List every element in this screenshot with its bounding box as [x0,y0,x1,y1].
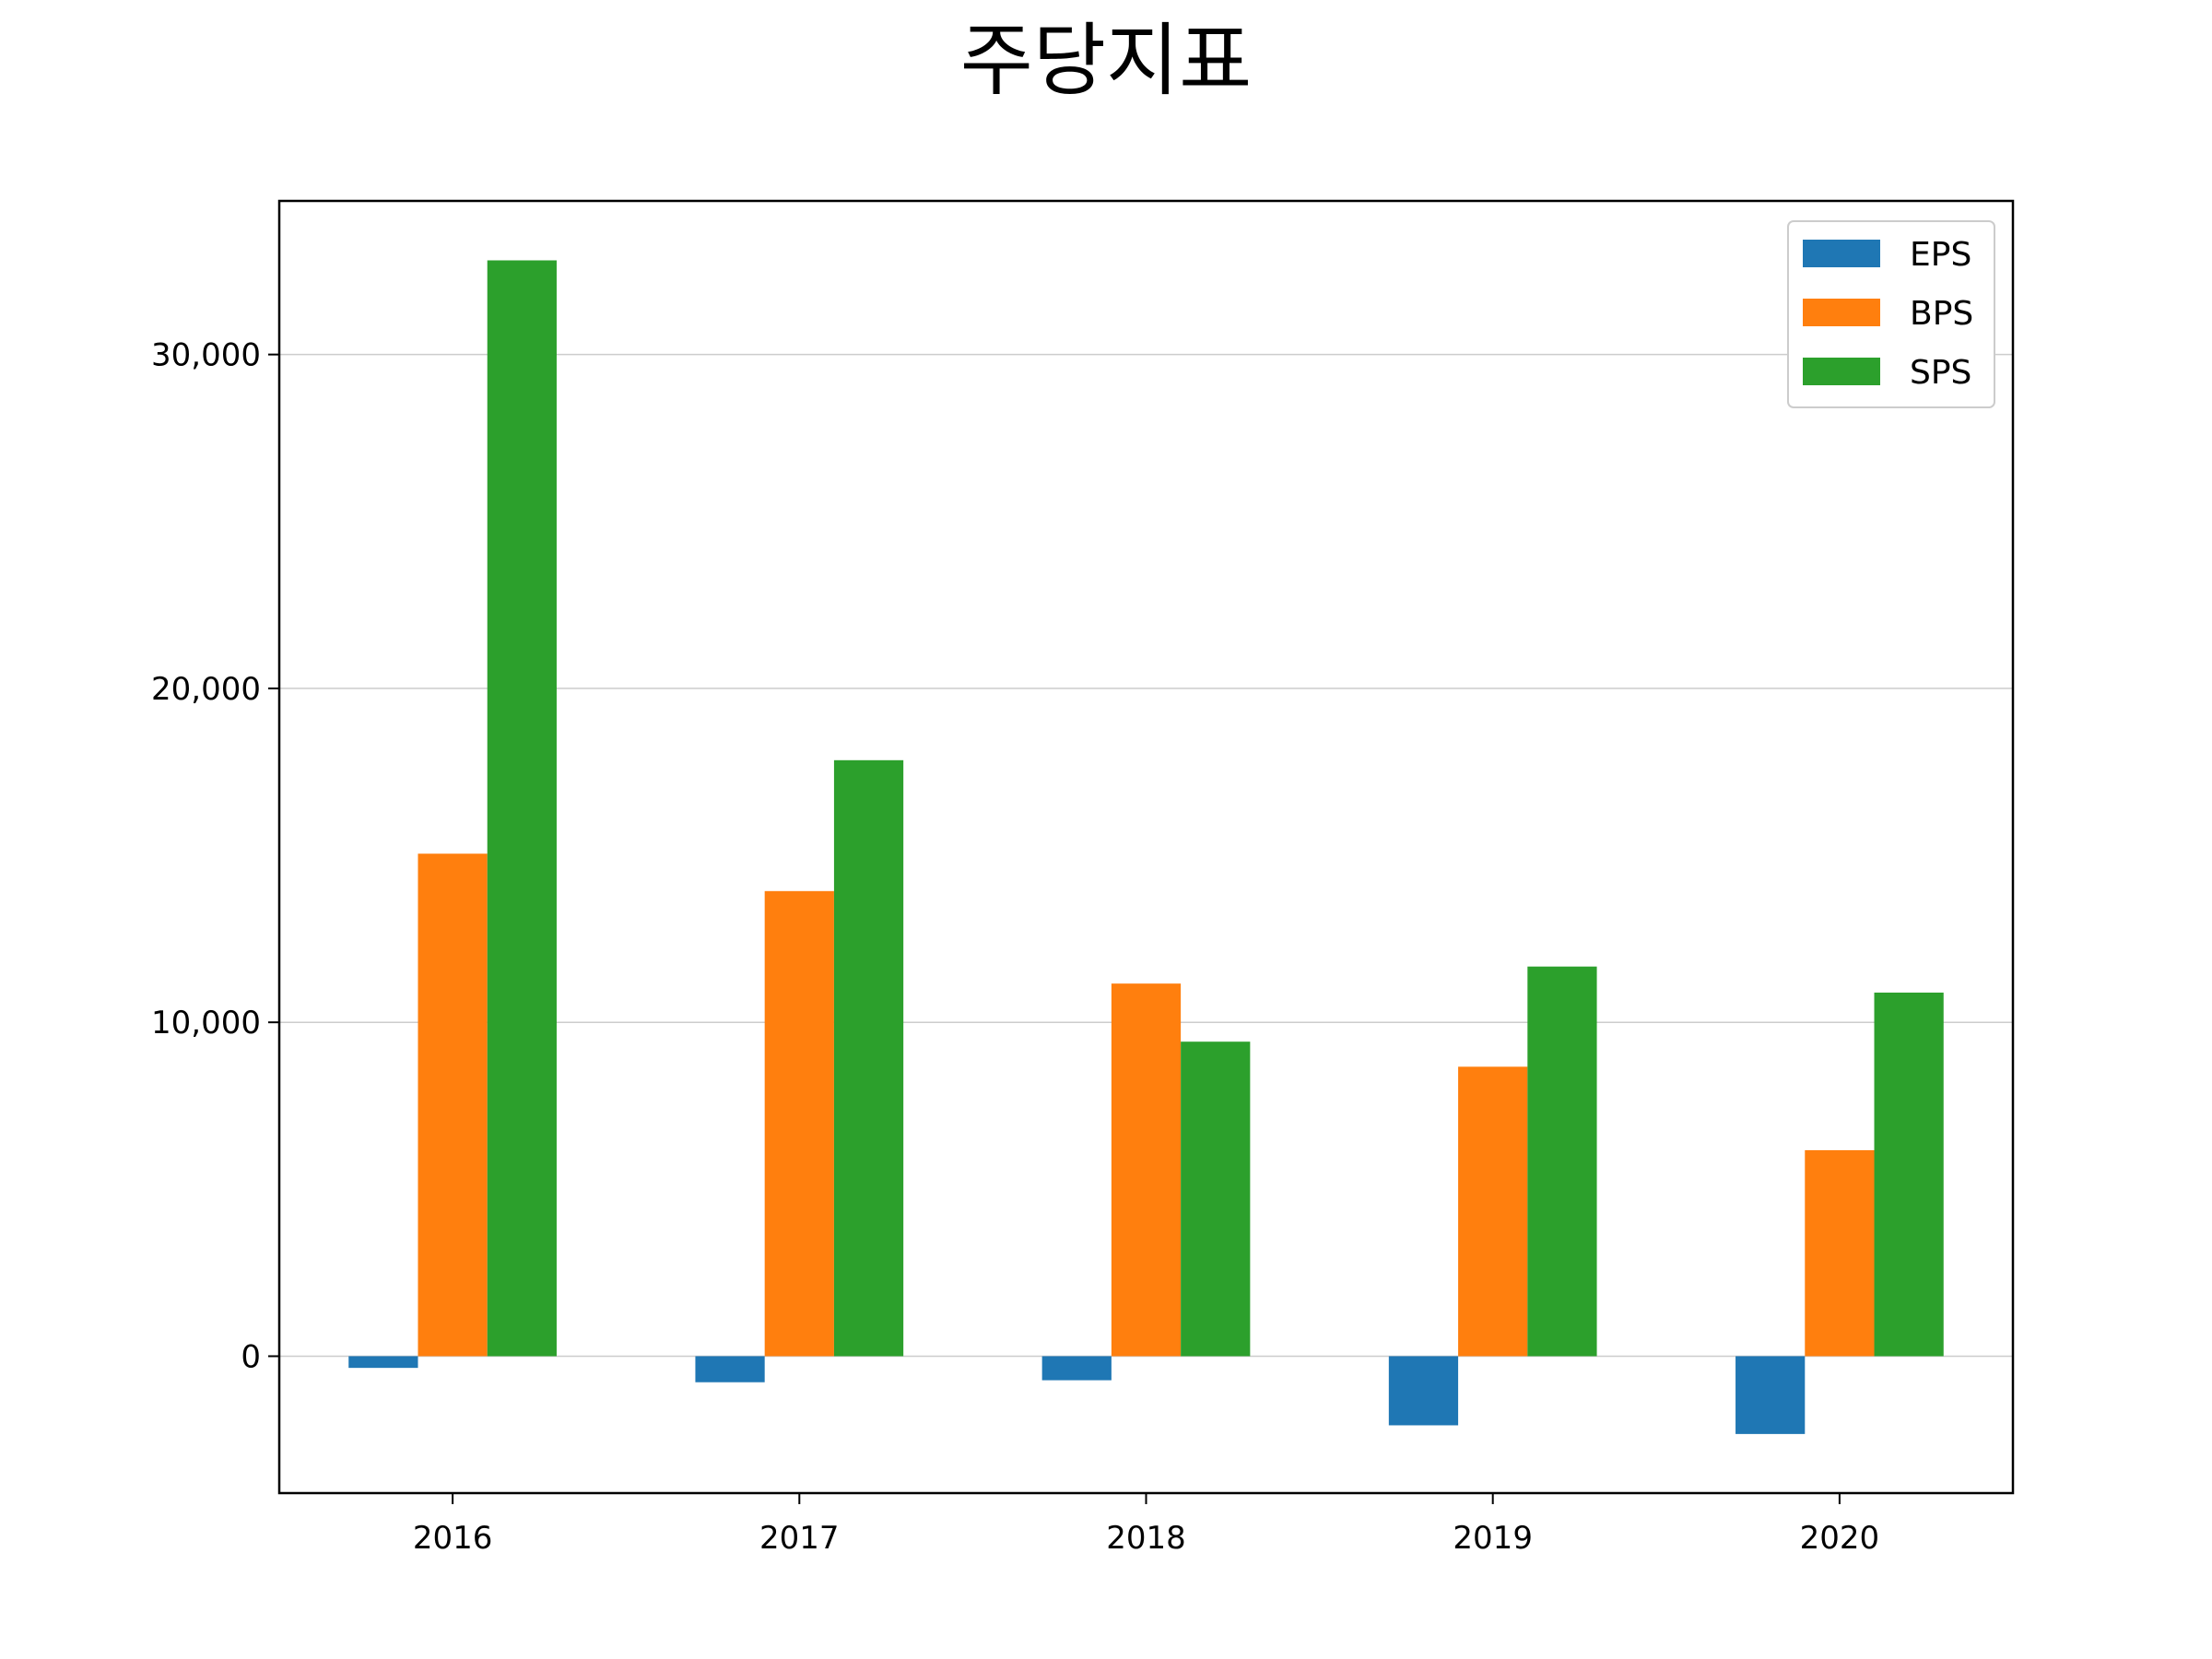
y-tick-label: 30,000 [151,337,261,374]
legend-swatch-sps [1803,358,1880,385]
legend-label-sps: SPS [1910,354,1971,392]
bar-bps-2017 [764,890,834,1357]
y-tick-label: 10,000 [151,1005,261,1041]
x-tick-label: 2019 [1453,1520,1533,1557]
legend-swatch-bps [1803,299,1880,326]
legend-label-bps: BPS [1910,295,1973,333]
bar-sps-2018 [1181,1041,1251,1357]
bar-bps-2020 [1805,1149,1875,1357]
bar-bps-2019 [1458,1066,1528,1357]
bar-bps-2016 [418,853,488,1357]
x-tick-label: 2016 [413,1520,493,1557]
x-tick-label: 2020 [1800,1520,1880,1557]
chart-title: 주당지표 [960,15,1252,107]
bar-eps-2018 [1041,1356,1112,1381]
x-tick-label: 2017 [759,1520,840,1557]
bar-sps-2017 [833,759,904,1357]
legend: EPS BPS SPS [1787,220,1995,408]
legend-label-eps: EPS [1910,236,1971,274]
y-tick-label: 0 [241,1338,261,1375]
bar-sps-2020 [1874,992,1944,1357]
bar-bps-2018 [1111,983,1182,1357]
x-axis: 2016 2017 2018 2019 2020 [413,1493,1879,1557]
legend-swatch-eps [1803,240,1880,267]
bar-sps-2016 [487,260,557,1357]
y-tick-label: 20,000 [151,671,261,708]
y-axis: 0 10,000 20,000 30,000 [151,337,279,1375]
bar-sps-2019 [1527,966,1597,1357]
bar-eps-2016 [348,1356,418,1369]
bar-eps-2020 [1735,1356,1806,1434]
bars-layer [348,260,1944,1434]
x-tick-label: 2018 [1106,1520,1186,1557]
bar-eps-2017 [695,1356,765,1382]
bar-eps-2019 [1388,1356,1459,1426]
